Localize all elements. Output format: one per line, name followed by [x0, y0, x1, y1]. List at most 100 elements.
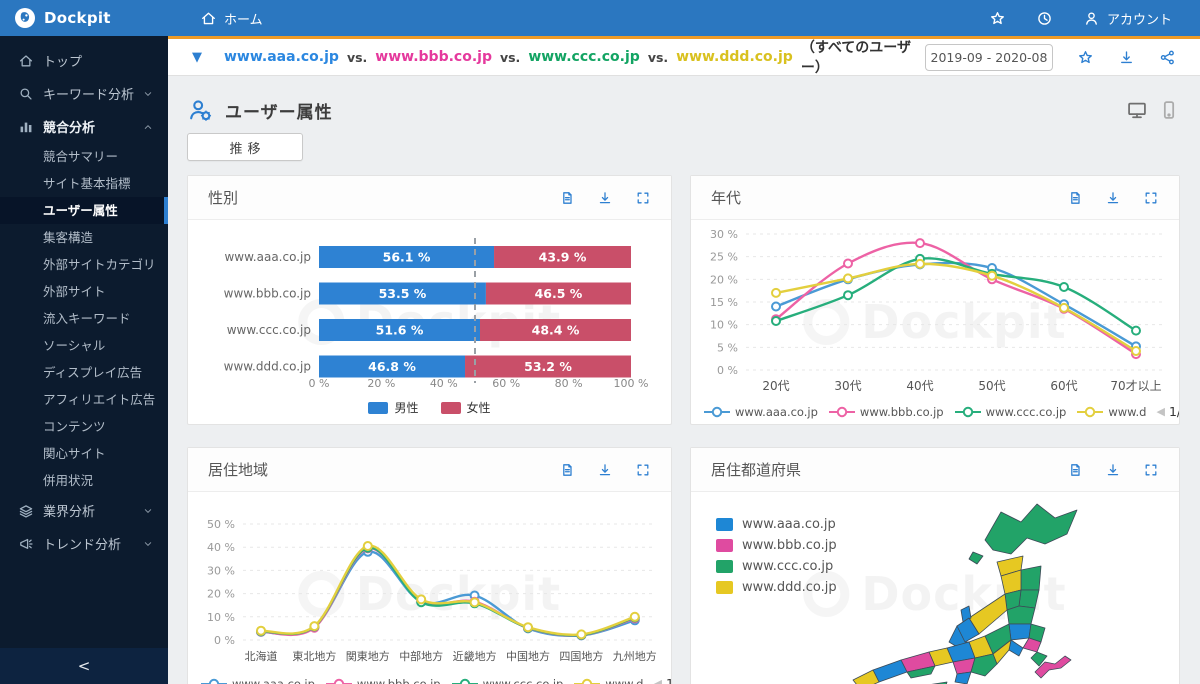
download-icon[interactable] — [1118, 49, 1135, 66]
report-icon[interactable] — [1067, 462, 1083, 478]
legend-item-www.ddd.co.jp[interactable]: www.d — [1076, 405, 1146, 419]
sidebar-subitem-流入キーワード[interactable]: 流入キーワード — [43, 311, 131, 326]
panel-region-header: 居住地域 — [188, 448, 671, 492]
map-region-hiroshima[interactable] — [872, 659, 908, 683]
legend-item-www.bbb.co.jp[interactable]: www.bbb.co.jp — [828, 405, 944, 419]
svg-text:中国地方: 中国地方 — [506, 649, 550, 663]
expand-icon[interactable] — [635, 462, 651, 478]
legend-prev-icon[interactable]: ◀ — [653, 677, 662, 684]
sidebar-subitem-集客構造[interactable]: 集客構造 — [43, 230, 94, 245]
svg-text:46.5 %: 46.5 % — [535, 286, 583, 301]
site-url-bbb[interactable]: www.bbb.co.jp — [375, 49, 492, 65]
download-icon[interactable] — [1105, 190, 1121, 206]
site-url-ddd[interactable]: www.ddd.co.jp — [676, 49, 793, 65]
sidebar-item-競合分析[interactable]: 競合分析 — [0, 110, 168, 143]
map-region-sanin[interactable] — [906, 665, 936, 679]
legend-item-www.aaa.co.jp[interactable]: www.aaa.co.jp — [200, 677, 315, 684]
legend-prev-icon[interactable]: ◀ — [1156, 405, 1165, 418]
panel-prefecture-header: 居住都道府県 — [691, 448, 1179, 492]
map-region-mie[interactable] — [970, 653, 998, 677]
sidebar-subitem-サイト基本指標[interactable]: サイト基本指標 — [43, 176, 131, 191]
sidebar-subitem-併用状況[interactable]: 併用状況 — [43, 473, 94, 488]
map-region-yamaguchi[interactable] — [852, 669, 880, 684]
sidebar-subitem-関心サイト[interactable]: 関心サイト — [43, 446, 106, 461]
svg-text:25 %: 25 % — [710, 251, 738, 264]
map-region-okushiri[interactable] — [968, 551, 984, 565]
map-region-okinawa[interactable] — [1034, 655, 1072, 679]
brand-home-link[interactable]: Dockpit — [0, 7, 186, 29]
legend-item-www.ccc.co.jp[interactable]: www.ccc.co.jp — [451, 677, 563, 684]
site-dropdown-triangle-icon[interactable]: ▼ — [192, 49, 202, 65]
svg-text:www.aaa.co.jp: www.aaa.co.jp — [224, 250, 311, 264]
map-region-hokkaido[interactable] — [984, 503, 1078, 555]
sidebar-subitem-外部サイト[interactable]: 外部サイト — [43, 284, 106, 299]
panel-age-title: 年代 — [711, 189, 742, 207]
download-icon[interactable] — [1105, 462, 1121, 478]
map-legend-item-www.ddd.co.jp[interactable]: www.ddd.co.jp — [716, 577, 837, 598]
map-region-kanagawa[interactable] — [1008, 639, 1024, 657]
sidebar-item-トップ[interactable]: トップ — [0, 44, 168, 77]
download-icon[interactable] — [597, 462, 613, 478]
sidebar-subitem-競合サマリー[interactable]: 競合サマリー — [43, 149, 119, 164]
expand-icon[interactable] — [1143, 190, 1159, 206]
sidebar-subitem-ソーシャル[interactable]: ソーシャル — [43, 338, 106, 353]
sidebar-collapse-button[interactable]: < — [0, 648, 168, 684]
expand-icon[interactable] — [635, 190, 651, 206]
sidebar-subitem-ディスプレイ広告[interactable]: ディスプレイ広告 — [43, 365, 143, 380]
region-legend: www.aaa.co.jp www.bbb.co.jp www.ccc.co.jp w… — [200, 676, 671, 684]
expand-icon[interactable] — [1143, 462, 1159, 478]
svg-text:0 %: 0 % — [717, 364, 738, 377]
sidebar-subitem-アフィリエイト広告[interactable]: アフィリエイト広告 — [43, 392, 156, 407]
site-url-aaa[interactable]: www.aaa.co.jp — [224, 49, 339, 65]
sidebar-subitem-ユーザー属性[interactable]: ユーザー属性 — [0, 197, 168, 224]
site-url-ccc[interactable]: www.ccc.co.jp — [528, 49, 640, 65]
report-icon[interactable] — [559, 462, 575, 478]
account-menu[interactable]: アカウント — [1083, 9, 1172, 28]
legend-item-男性[interactable]: 男性 — [368, 399, 419, 416]
report-icon[interactable] — [1067, 190, 1083, 206]
history-icon[interactable] — [1036, 10, 1053, 27]
favorite-icon[interactable] — [1077, 49, 1094, 66]
topbar: Dockpit ホーム アカウント — [0, 0, 1200, 36]
legend-item-www.ccc.co.jp[interactable]: www.ccc.co.jp — [954, 405, 1066, 419]
mobile-icon[interactable] — [1158, 99, 1180, 121]
home-nav-link[interactable]: ホーム — [200, 9, 263, 28]
map-region-miyagi[interactable] — [1018, 589, 1040, 609]
legend-item-女性[interactable]: 女性 — [440, 399, 491, 416]
subheader-actions: 2019-09 - 2020-08 — [925, 43, 1176, 71]
download-icon[interactable] — [597, 190, 613, 206]
map-legend-label: www.ddd.co.jp — [742, 580, 837, 595]
sidebar-item-トレンド分析[interactable]: トレンド分析 — [0, 527, 168, 560]
sidebar-subitem-コンテンツ[interactable]: コンテンツ — [43, 419, 106, 434]
map-region-kanto_north[interactable] — [1008, 623, 1032, 641]
chevron-down-icon — [142, 538, 154, 550]
map-legend-item-www.bbb.co.jp[interactable]: www.bbb.co.jp — [716, 535, 837, 556]
map-legend-item-www.ccc.co.jp[interactable]: www.ccc.co.jp — [716, 556, 837, 577]
map-legend-item-www.aaa.co.jp[interactable]: www.aaa.co.jp — [716, 514, 837, 535]
sidebar-subitem-外部サイトカテゴリ[interactable]: 外部サイトカテゴリ — [43, 257, 156, 272]
account-label: アカウント — [1106, 12, 1172, 28]
sidebar-item-業界分析[interactable]: 業界分析 — [0, 494, 168, 527]
svg-text:0 %: 0 % — [309, 377, 330, 390]
map-legend-swatch — [716, 560, 733, 573]
star-icon[interactable] — [989, 10, 1006, 27]
legend-item-www.ddd.co.jp[interactable]: www.d — [573, 677, 643, 684]
map-region-fukushima[interactable] — [1006, 605, 1036, 625]
legend-label: www.aaa.co.jp — [735, 404, 818, 419]
panel-region-title: 居住地域 — [208, 461, 269, 479]
svg-text:60代: 60代 — [1050, 379, 1077, 393]
trend-tab-button[interactable]: 推移 — [187, 133, 303, 161]
desktop-icon[interactable] — [1126, 99, 1148, 121]
map-region-iwate[interactable] — [1020, 565, 1042, 591]
map-region-boso[interactable] — [1030, 651, 1048, 667]
report-icon[interactable] — [559, 190, 575, 206]
sidebar-item-キーワード分析[interactable]: キーワード分析 — [0, 77, 168, 110]
legend-pager: ◀1/2▶ — [1156, 404, 1179, 419]
map-region-wakayama[interactable] — [954, 671, 972, 684]
legend-item-www.aaa.co.jp[interactable]: www.aaa.co.jp — [703, 405, 818, 419]
share-icon[interactable] — [1159, 49, 1176, 66]
date-range-selector[interactable]: 2019-09 - 2020-08 — [925, 43, 1053, 71]
legend-item-www.bbb.co.jp[interactable]: www.bbb.co.jp — [325, 677, 441, 684]
